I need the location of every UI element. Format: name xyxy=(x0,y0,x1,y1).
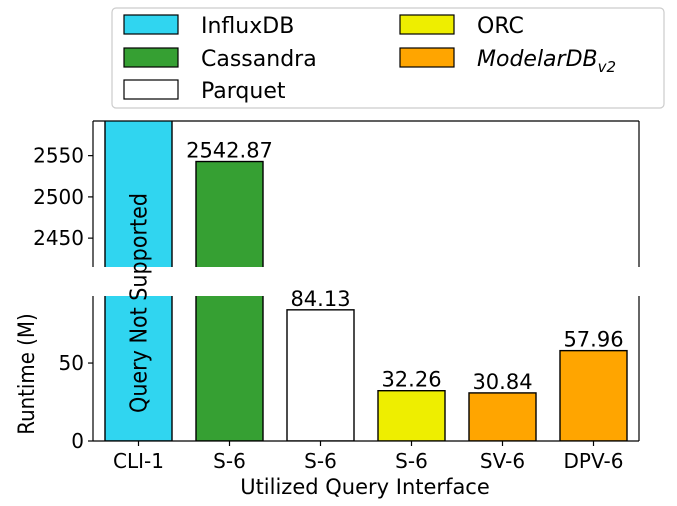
data-labels: 2542.87 84.13 32.26 30.84 57.96 xyxy=(186,139,623,394)
bar-upper-cassandra-1 xyxy=(195,160,264,267)
lower-ytick-label-50: 50 xyxy=(59,351,84,375)
xtick-label-3: S-6 xyxy=(395,449,428,473)
xtick-label-2: S-6 xyxy=(304,449,337,473)
xtick-label-1: S-6 xyxy=(213,449,246,473)
data-label-modelardb-5: 57.96 xyxy=(563,328,623,352)
legend-swatch-cassandra xyxy=(123,47,179,68)
bar-lower-cassandra-1 xyxy=(195,296,264,441)
axes: 2450 2500 2550 0 50 CLI-1 S-6 S-6 S-6 SV-6 DPV-6 xyxy=(33,120,640,473)
bar-lower-influxdb-0 xyxy=(104,296,173,441)
legend-label-parquet: Parquet xyxy=(201,79,286,104)
query-not-supported-annotation: Query Not Supported xyxy=(127,193,153,413)
bar-lower-orc-3 xyxy=(377,390,446,441)
legend-swatch-orc xyxy=(399,14,455,35)
upper-ytick-label-2550: 2550 xyxy=(33,144,84,168)
xtick-label-4: SV-6 xyxy=(480,449,525,473)
bar-lower-modelardb-5 xyxy=(559,349,628,441)
data-label-orc-3: 32.26 xyxy=(381,368,441,392)
bar-upper-influxdb-0 xyxy=(104,121,173,267)
bar-lower-modelardb-4 xyxy=(468,392,537,441)
legend-label-cassandra: Cassandra xyxy=(201,47,317,72)
data-label-parquet-2: 84.13 xyxy=(290,287,350,311)
xtick-label-0: CLI-1 xyxy=(113,449,164,473)
data-label-cassandra-1: 2542.87 xyxy=(186,139,273,163)
legend-swatch-parquet xyxy=(123,79,179,100)
legend-label-modelardb: ModelarDBv2 xyxy=(477,47,616,76)
y-axis-title: Runtime (M) xyxy=(15,313,40,434)
upper-ytick-label-2450: 2450 xyxy=(33,226,84,250)
legend-swatch-influxdb xyxy=(123,14,179,35)
lower-plot-area xyxy=(104,296,628,441)
legend-label-modelardb-main: ModelarDB xyxy=(477,47,598,72)
upper-ytick-label-2500: 2500 xyxy=(33,185,84,209)
legend-label-modelardb-subscript: v2 xyxy=(598,58,616,76)
lower-ytick-label-0: 0 xyxy=(71,429,84,453)
legend-frame xyxy=(111,7,665,109)
legend-label-influxdb: InfluxDB xyxy=(201,14,294,39)
data-label-modelardb-4: 30.84 xyxy=(472,370,532,394)
legend-swatch-modelardb xyxy=(399,47,455,68)
x-axis-title: Utilized Query Interface xyxy=(240,475,490,499)
xtick-label-5: DPV-6 xyxy=(564,449,624,473)
upper-plot-area xyxy=(104,121,264,267)
legend-label-orc: ORC xyxy=(477,14,524,39)
bar-lower-parquet-2 xyxy=(286,309,355,441)
legend: InfluxDB Cassandra Parquet ORC ModelarDB… xyxy=(111,7,665,109)
